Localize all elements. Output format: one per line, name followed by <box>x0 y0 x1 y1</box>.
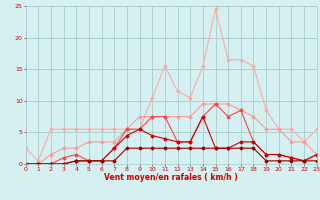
X-axis label: Vent moyen/en rafales ( km/h ): Vent moyen/en rafales ( km/h ) <box>104 173 238 182</box>
